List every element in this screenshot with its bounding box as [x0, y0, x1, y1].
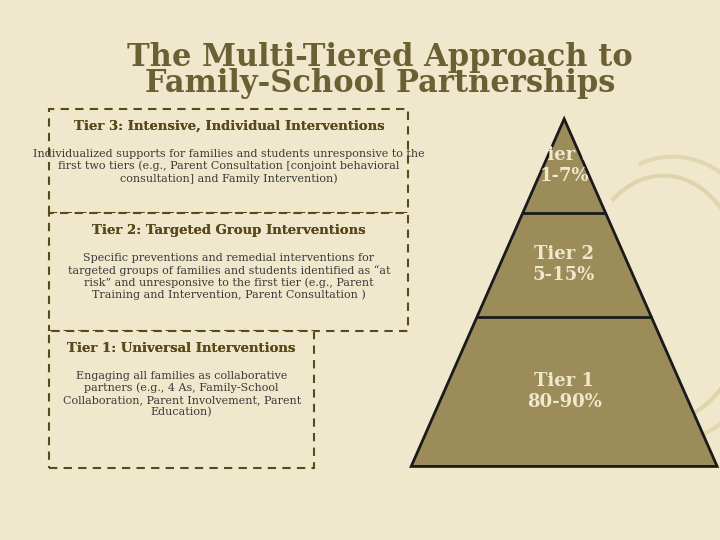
- Text: Tier 3
1-7%: Tier 3 1-7%: [534, 146, 594, 185]
- Text: Tier 3: Intensive, Individual Interventions: Tier 3: Intensive, Individual Interventi…: [73, 120, 384, 133]
- Text: Family-School Partnerships: Family-School Partnerships: [145, 68, 615, 98]
- FancyBboxPatch shape: [50, 213, 408, 332]
- Text: Engaging all families as collaborative
partners (e.g., 4 As, Family-School
Colla: Engaging all families as collaborative p…: [63, 371, 301, 417]
- Text: Specific preventions and remedial interventions for
targeted groups of families : Specific preventions and remedial interv…: [68, 253, 390, 300]
- Text: Tier 2
5-15%: Tier 2 5-15%: [533, 246, 595, 284]
- Text: Tier 1: Universal Interventions: Tier 1: Universal Interventions: [68, 342, 296, 355]
- Text: Individualized supports for families and students unresponsive to the
first two : Individualized supports for families and…: [33, 149, 425, 184]
- Text: The Multi-Tiered Approach to: The Multi-Tiered Approach to: [127, 42, 633, 73]
- FancyBboxPatch shape: [50, 110, 408, 213]
- Text: Tier 2: Targeted Group Interventions: Tier 2: Targeted Group Interventions: [92, 224, 366, 237]
- Text: Tier 1: Universal Interventions: Tier 1: Universal Interventions: [68, 342, 296, 355]
- Polygon shape: [411, 119, 717, 467]
- Text: Tier 1
80-90%: Tier 1 80-90%: [527, 372, 602, 411]
- Text: Tier 3: Intensive, Individual Interventions: Tier 3: Intensive, Individual Interventi…: [73, 120, 384, 133]
- FancyBboxPatch shape: [50, 332, 314, 468]
- Text: Tier 2: Targeted Group Interventions: Tier 2: Targeted Group Interventions: [92, 224, 366, 237]
